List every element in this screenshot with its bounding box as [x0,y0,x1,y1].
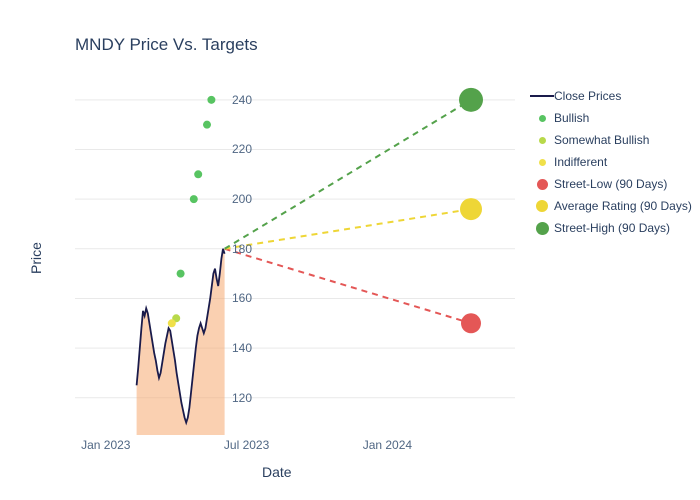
y-tick: 200 [232,192,252,206]
legend: Close Prices Bullish Somewhat Bullish Indif… [530,88,692,242]
y-tick: 120 [232,391,252,405]
legend-symbol [530,200,554,212]
legend-item: Street-High (90 Days) [530,220,692,236]
y-tick: 160 [232,291,252,305]
y-tick: 180 [232,242,252,256]
legend-label: Indifferent [554,155,607,169]
legend-item: Close Prices [530,88,692,104]
y-tick: 240 [232,93,252,107]
legend-label: Street-High (90 Days) [554,221,670,235]
chart-title: MNDY Price Vs. Targets [75,35,258,55]
legend-symbol [530,115,554,122]
x-tick: Jan 2024 [363,438,412,452]
legend-label: Somewhat Bullish [554,133,649,147]
legend-label: Average Rating (90 Days) [554,199,692,213]
legend-label: Bullish [554,111,589,125]
y-axis-label: Price [28,242,44,274]
legend-symbol [530,179,554,190]
legend-item: Indifferent [530,154,692,170]
legend-item: Average Rating (90 Days) [530,198,692,214]
legend-item: Bullish [530,110,692,126]
y-tick: 140 [232,341,252,355]
chart-container: MNDY Price Vs. Targets Price Date 120 140… [0,0,700,500]
legend-item: Somewhat Bullish [530,132,692,148]
legend-symbol [530,222,554,235]
legend-symbol [530,95,554,97]
y-tick: 220 [232,142,252,156]
legend-symbol [530,137,554,144]
x-tick: Jan 2023 [81,438,130,452]
legend-label: Close Prices [554,89,621,103]
legend-symbol [530,159,554,166]
plot-svg [75,75,515,435]
x-axis-label: Date [262,464,292,480]
x-tick: Jul 2023 [224,438,269,452]
legend-item: Street-Low (90 Days) [530,176,692,192]
legend-label: Street-Low (90 Days) [554,177,667,191]
